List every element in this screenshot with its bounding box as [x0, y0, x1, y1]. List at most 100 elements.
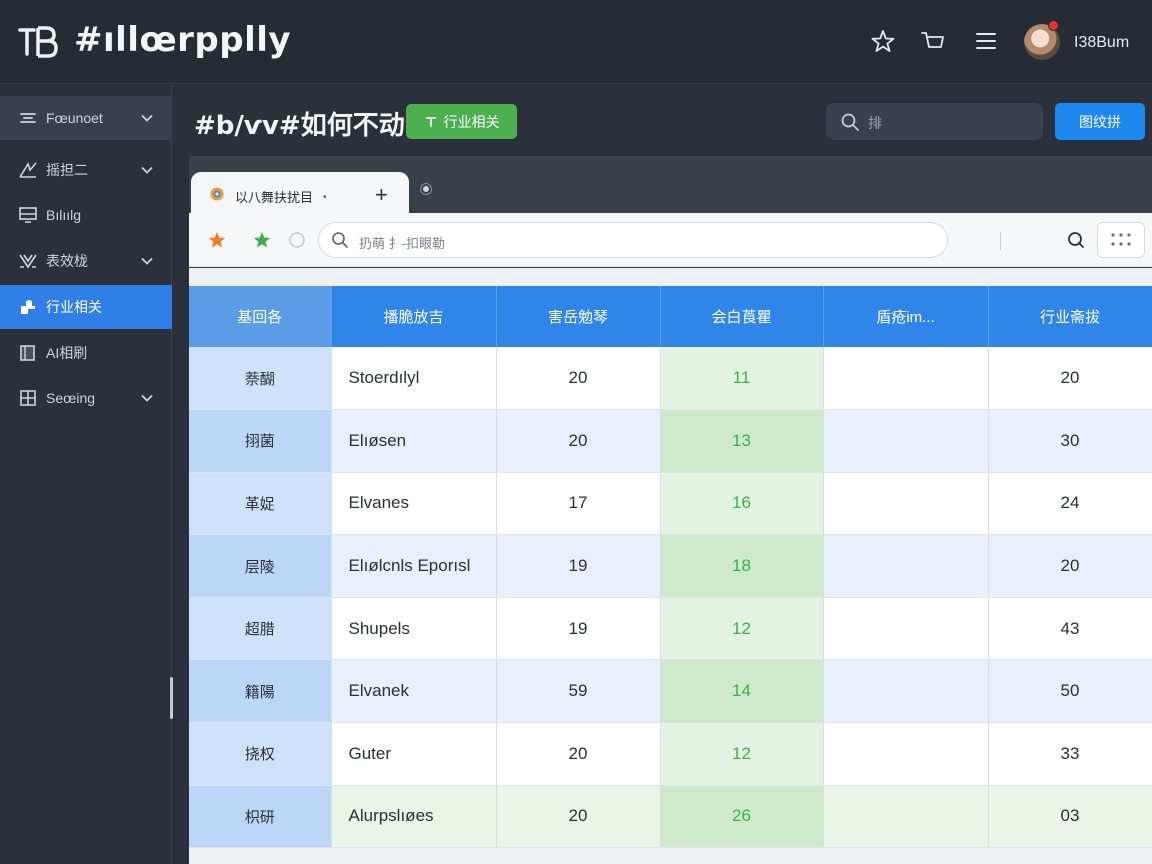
table-cell[interactable]: 03 [988, 785, 1152, 849]
column-header[interactable]: 会白莨瞿 [660, 286, 824, 347]
table-cell[interactable] [823, 659, 989, 724]
sidebar-item-billing[interactable]: Bılıılg [0, 193, 172, 237]
new-tab-button[interactable]: + [375, 182, 388, 207]
table-cell[interactable] [823, 472, 989, 536]
table-row[interactable]: 籍陽 Elvanek 59 14 50 [189, 659, 1152, 724]
orange-star-icon[interactable] [207, 230, 227, 250]
app-logo-icon[interactable] [18, 22, 60, 60]
industry-button[interactable]: 行业相关 [406, 104, 517, 139]
username[interactable]: I38Bum [1074, 34, 1130, 51]
table-cell[interactable]: 14 [660, 659, 824, 724]
page-title: #b/ѵv#如何不动 [194, 111, 405, 141]
sidebar-item-label: 表效栊 [46, 253, 88, 269]
column-header[interactable]: 害岳勉琴 [496, 286, 661, 347]
table-cell[interactable]: 18 [660, 534, 824, 598]
table-cell[interactable]: 12 [660, 597, 824, 661]
table-cell[interactable]: 19 [496, 534, 661, 598]
search-input[interactable]: 排 [826, 103, 1043, 140]
table-cell[interactable]: 20 [496, 347, 661, 411]
table-cell[interactable]: Guter [331, 722, 497, 786]
cart-icon[interactable] [920, 28, 946, 54]
table-cell[interactable]: 43 [988, 597, 1152, 661]
table-cell[interactable]: 20 [988, 347, 1152, 411]
browser-tab[interactable]: 以八舞扶扰目 • + [191, 172, 409, 216]
tab-indicator-icon[interactable] [421, 184, 431, 194]
table-cell[interactable]: 11 [660, 347, 824, 411]
table-row[interactable]: 挧菌 Elıøsen 20 13 30 [189, 409, 1152, 473]
sidebar-item-industry[interactable]: 行业相关 [0, 285, 172, 329]
table-cell[interactable]: 30 [988, 409, 1152, 473]
table-row[interactable]: 超腊 Shupels 19 12 43 [189, 597, 1152, 661]
table-row[interactable]: 挠权 Guter 20 12 33 [189, 722, 1152, 786]
table-cell[interactable]: 萘醐 [189, 347, 332, 411]
filter-icon [20, 113, 36, 123]
table-cell[interactable]: 59 [496, 659, 661, 724]
sidebar-item-effects[interactable]: 表效栊 [0, 239, 172, 283]
green-star-icon[interactable] [252, 230, 272, 250]
tab-label: 以八舞扶扰目 [235, 190, 314, 205]
dots-grid-icon [1111, 233, 1131, 246]
table-cell[interactable]: Elıølcnls Eporısl [331, 534, 497, 598]
table-cell[interactable]: Elvanes [331, 472, 497, 536]
sidebar-item-trend[interactable]: 摇担二 [0, 148, 172, 192]
table-cell[interactable]: 20 [988, 534, 1152, 598]
tag-icon [425, 116, 436, 127]
table-cell[interactable]: 20 [496, 785, 661, 849]
star-icon[interactable] [870, 28, 896, 54]
table-cell[interactable] [823, 534, 989, 598]
table-row[interactable]: 萘醐 Stoerdılyl 20 11 20 [189, 347, 1152, 411]
column-header[interactable]: 行业斋拔 [988, 286, 1152, 347]
table-cell[interactable]: 13 [660, 409, 824, 473]
table-cell[interactable] [823, 597, 989, 661]
trend-icon [19, 162, 37, 178]
sidebar-resize-handle[interactable] [170, 677, 173, 719]
industry-button-label: 行业相关 [443, 113, 500, 130]
table-cell[interactable]: Alurpslıøes [331, 785, 497, 849]
table-cell[interactable]: 20 [496, 722, 661, 786]
table-cell[interactable] [823, 722, 989, 786]
browser-panel: 以八舞扶扰目 • + 扔萌 扌-扣眼勒 基回各 播脆放吉 [189, 156, 1152, 864]
table-cell[interactable]: 挠权 [189, 722, 332, 786]
table-cell[interactable]: 12 [660, 722, 824, 786]
sidebar-item-settings[interactable]: Seœing [0, 376, 172, 420]
table-cell[interactable] [823, 785, 989, 849]
column-header[interactable]: 基回各 [189, 286, 332, 347]
table-cell[interactable]: 挧菌 [189, 409, 332, 473]
table-cell[interactable]: 超腊 [189, 597, 332, 661]
favicon-icon [210, 187, 224, 201]
table-cell[interactable]: 层陵 [189, 534, 332, 598]
menu-icon[interactable] [973, 28, 999, 54]
table-cell[interactable]: Stoerdılyl [331, 347, 497, 411]
sidebar-item-ai[interactable]: AI相刷 [0, 331, 172, 375]
top-bar: #ıllœrpplly I38Bum [0, 0, 1152, 84]
table-cell[interactable]: 16 [660, 472, 824, 536]
table-cell[interactable]: Shupels [331, 597, 497, 661]
circle-icon[interactable] [287, 230, 307, 250]
table-cell[interactable]: 19 [496, 597, 661, 661]
table-cell[interactable] [823, 409, 989, 473]
address-bar[interactable]: 扔萌 扌-扣眼勒 [318, 222, 948, 258]
search-icon [332, 232, 348, 248]
table-cell[interactable]: 17 [496, 472, 661, 536]
table-cell[interactable]: 33 [988, 722, 1152, 786]
table-cell[interactable]: 革娖 [189, 472, 332, 536]
table-cell[interactable]: 籍陽 [189, 659, 332, 724]
chevron-down-icon [141, 394, 153, 402]
table-cell[interactable] [823, 347, 989, 411]
table-row[interactable]: 枳研 Alurpslıøes 20 26 03 [189, 785, 1152, 849]
action-button[interactable]: 图纹拼 [1055, 103, 1145, 140]
table-cell[interactable]: 24 [988, 472, 1152, 536]
table-cell[interactable]: 20 [496, 409, 661, 473]
table-row[interactable]: 革娖 Elvanes 17 16 24 [189, 472, 1152, 536]
table-cell[interactable]: Elıøsen [331, 409, 497, 473]
table-cell[interactable]: Elvanek [331, 659, 497, 724]
zoom-icon[interactable] [1066, 230, 1086, 250]
sidebar-item-product[interactable]: Fœunoet [0, 96, 172, 140]
table-cell[interactable]: 50 [988, 659, 1152, 724]
apps-grid-button[interactable] [1097, 222, 1145, 258]
column-header[interactable]: 播脆放吉 [331, 286, 497, 347]
column-header[interactable]: 盾疮im... [823, 286, 989, 347]
table-cell[interactable]: 枳研 [189, 785, 332, 849]
table-cell[interactable]: 26 [660, 785, 824, 849]
table-row[interactable]: 层陵 Elıølcnls Eporısl 19 18 20 [189, 534, 1152, 598]
